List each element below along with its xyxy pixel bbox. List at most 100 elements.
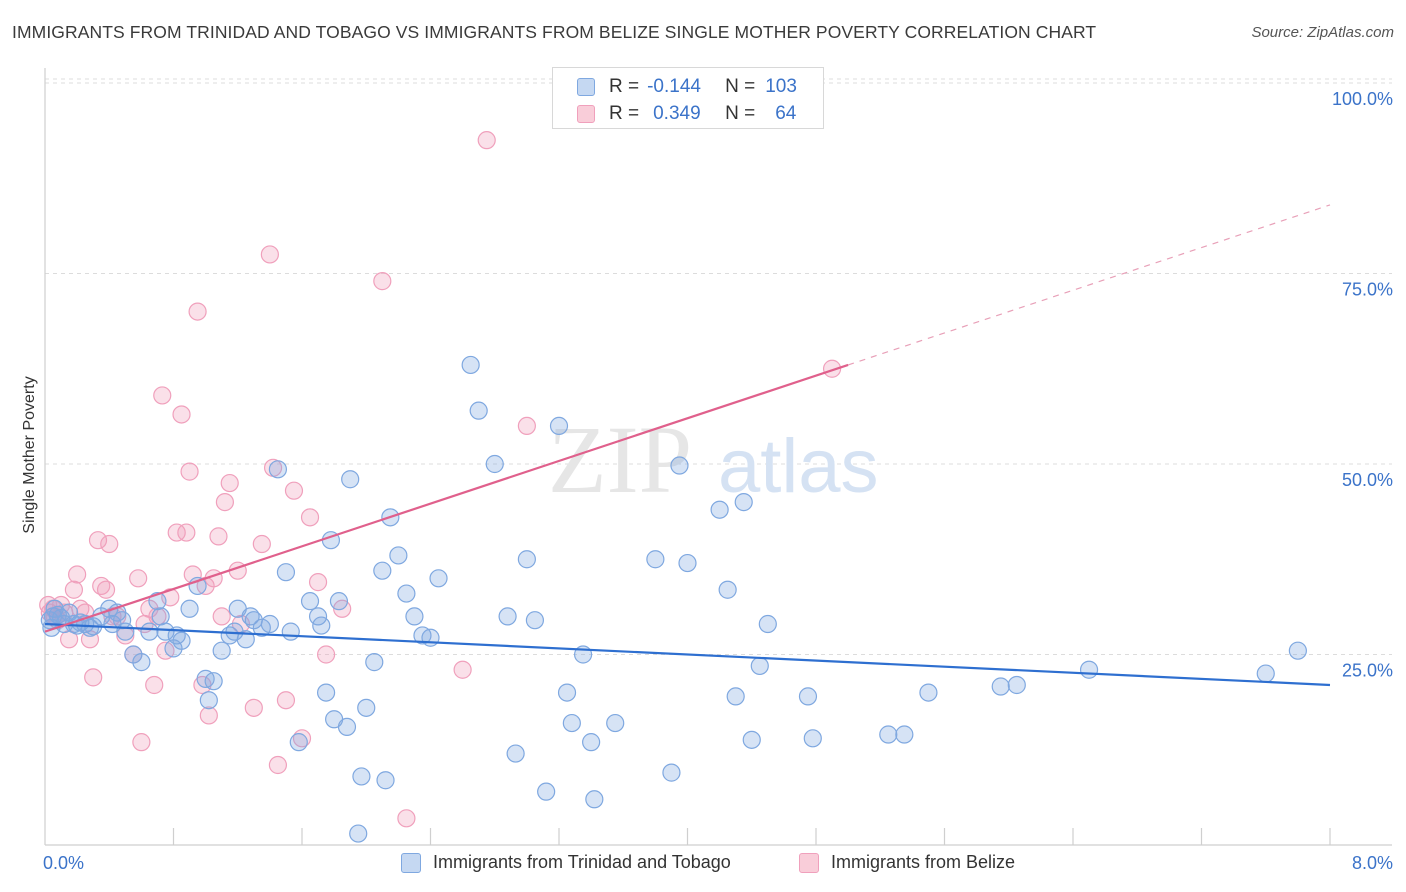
trinidad-point [48, 605, 67, 624]
belize-point [453, 660, 472, 679]
trinidad-point [670, 456, 689, 475]
belize-point [209, 527, 228, 546]
grid-lines [45, 78, 1392, 655]
trinidad-point [337, 717, 357, 736]
trinidad-point [1007, 675, 1026, 695]
trinidad-point [506, 744, 525, 763]
legend-n-label: N = [725, 76, 756, 97]
trinidad-point [300, 592, 320, 611]
axes [44, 68, 1392, 846]
trinidad-point [349, 824, 368, 843]
trinidad-point [919, 683, 938, 702]
belize-point [397, 809, 416, 828]
trinidad-point [662, 763, 681, 782]
trinidad-point [1079, 660, 1099, 679]
trinidad-point [1288, 641, 1307, 660]
trinidad-point [429, 569, 448, 588]
tick-labels: 25.0% 50.0% 75.0% 100.0% 0.0% 8.0% [43, 89, 1393, 873]
trinidad-point [718, 580, 737, 599]
belize-point [84, 668, 103, 687]
trinidad-point [397, 584, 416, 603]
trinidad-point [726, 687, 745, 706]
trinidad-point [373, 561, 392, 580]
legend-label-belize: Immigrants from Belize [831, 852, 1016, 872]
belize-point [129, 569, 148, 588]
trinidad-point [646, 550, 665, 569]
belize-point [260, 245, 279, 264]
belize-point [64, 580, 84, 599]
trinidad-point [212, 641, 231, 660]
trinidad-point [469, 401, 488, 420]
y-tick-label: 50.0% [1342, 470, 1393, 490]
belize-point [132, 733, 151, 752]
belize-trend-extension [847, 204, 1331, 366]
source-label: Source: ZipAtlas.com [1251, 24, 1394, 41]
belize-point [96, 580, 116, 599]
trinidad-point [180, 599, 199, 618]
trinidad-point [879, 725, 898, 744]
belize-point [244, 698, 263, 717]
belize-point [177, 523, 196, 542]
belize-point [300, 508, 320, 527]
trinidad-point [148, 592, 167, 611]
trinidad-point [517, 550, 536, 569]
trend-lines [44, 204, 1331, 687]
trinidad-point [750, 656, 769, 676]
trinidad-point [461, 355, 480, 375]
y-tick-label: 75.0% [1342, 280, 1393, 300]
trinidad-point [312, 616, 331, 635]
correlation-legend: R = -0.144 N = 103 R = 0.349 N = 64 [552, 67, 824, 129]
trinidad-point [734, 493, 753, 512]
belize-point [180, 462, 199, 481]
series-trinidad-points [40, 355, 1307, 843]
trinidad-point [156, 622, 175, 641]
legend-n-value: 64 [775, 103, 797, 124]
legend-r-value: -0.144 [647, 76, 701, 97]
belize-point [477, 131, 496, 150]
legend-item-belize: Immigrants from Belize [799, 852, 1015, 873]
legend-swatch-trinidad [401, 852, 421, 873]
trinidad-point [585, 790, 604, 809]
trinidad-point [268, 460, 288, 479]
trinidad-point [582, 733, 601, 752]
trinidad-point [537, 782, 556, 801]
legend-row-belize: R = 0.349 N = 64 [577, 103, 796, 125]
trinidad-point [289, 733, 308, 752]
trinidad-point [151, 607, 170, 626]
trinidad-point [803, 729, 822, 748]
trinidad-point [389, 546, 408, 565]
trinidad-point [316, 683, 336, 702]
trinidad-point [357, 698, 376, 717]
trinidad-point [606, 713, 625, 733]
y-tick-label: 100.0% [1332, 89, 1393, 109]
belize-point [316, 645, 336, 664]
belize-point [252, 534, 271, 554]
watermark: ZIP atlas [548, 406, 879, 513]
belize-point [188, 302, 207, 321]
trinidad-point [525, 611, 545, 630]
legend-label-trinidad: Immigrants from Trinidad and Tobago [433, 852, 731, 872]
trinidad-point [365, 653, 384, 672]
belize-point [284, 481, 304, 500]
trinidad-point [485, 454, 504, 474]
trinidad-point [329, 592, 349, 611]
belize-point [215, 493, 234, 512]
trinidad-point [758, 614, 777, 634]
belize-point [822, 359, 842, 378]
series-legend: Immigrants from Trinidad and Tobago Immi… [0, 852, 1406, 878]
belize-point [172, 405, 191, 424]
belize-point [268, 755, 288, 775]
legend-swatch-belize [577, 105, 595, 123]
trinidad-point [710, 500, 729, 519]
watermark-zip: ZIP [548, 406, 692, 513]
x-tick-label: 8.0% [1352, 853, 1393, 873]
trinidad-point [199, 691, 218, 710]
legend-row-trinidad: R = -0.144 N = 103 [577, 76, 797, 98]
y-tick-label: 25.0% [1342, 661, 1393, 681]
belize-trend-line [44, 363, 849, 633]
trinidad-point [352, 767, 371, 786]
legend-r-label: R = [609, 103, 640, 124]
belize-point [153, 386, 172, 405]
legend-n-value: 103 [765, 76, 797, 97]
